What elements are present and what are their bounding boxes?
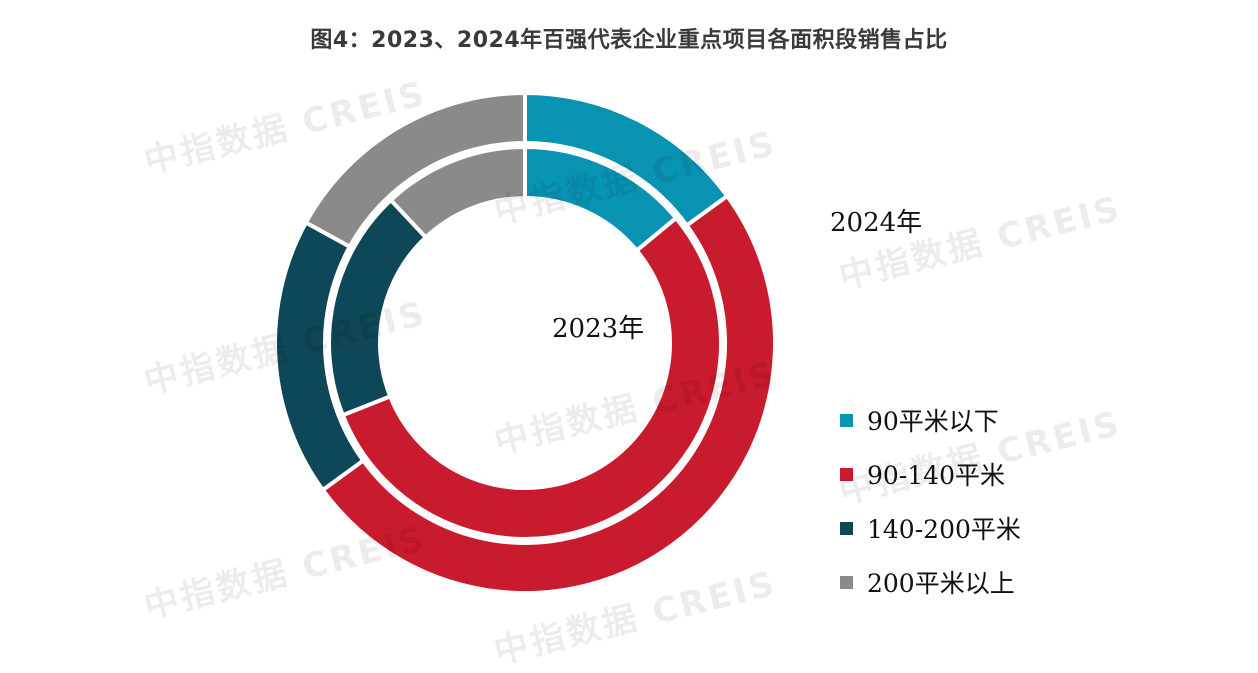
donut-slice-outer-3 <box>303 90 527 250</box>
legend-label: 90平米以下 <box>867 407 999 436</box>
legend-label: 200平米以上 <box>867 569 1015 598</box>
legend-swatch <box>840 575 853 589</box>
legend-item: 90平米以下 <box>840 406 1021 436</box>
legend-label: 90-140平米 <box>867 461 1005 490</box>
legend-swatch <box>840 413 853 427</box>
legend-item: 200平米以上 <box>840 568 1021 598</box>
donut-slice-outer-1 <box>319 193 777 595</box>
donut-slice-inner-3 <box>388 144 527 241</box>
legend-swatch <box>840 467 853 481</box>
inner-ring-label: 2023年 <box>552 314 645 344</box>
donut-slice-inner-1 <box>340 215 723 541</box>
nested-donut-chart <box>275 90 777 595</box>
outer-ring-label: 2024年 <box>830 208 923 238</box>
legend-item: 140-200平米 <box>840 514 1021 544</box>
legend: 90平米以下 90-140平米 140-200平米 200平米以上 <box>840 406 1021 622</box>
legend-swatch <box>840 521 853 535</box>
legend-item: 90-140平米 <box>840 460 1021 490</box>
legend-label: 140-200平米 <box>867 515 1021 544</box>
chart-title: 图4：2023、2024年百强代表企业重点项目各面积段销售占比 <box>310 28 948 53</box>
